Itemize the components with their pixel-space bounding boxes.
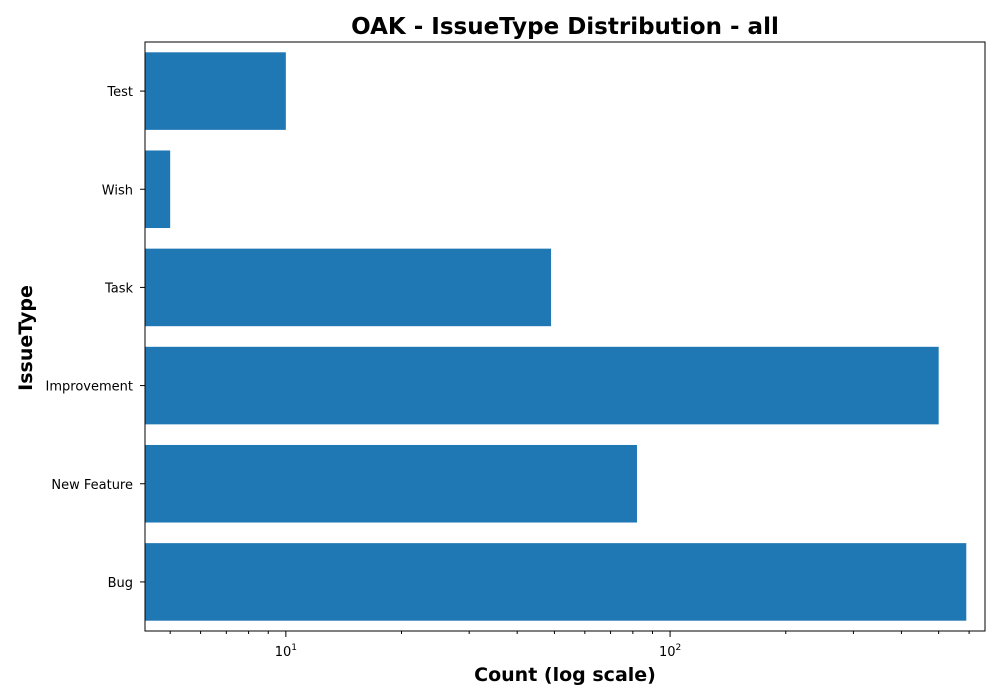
- x-tick-label: 101: [275, 643, 297, 660]
- y-axis-title: IssueType: [15, 285, 37, 391]
- bars-layer: [145, 52, 967, 621]
- y-tick-label-bug: Bug: [108, 576, 133, 591]
- x-axis-title: Count (log scale): [474, 664, 656, 686]
- y-tick-label-task: Task: [104, 281, 134, 296]
- x-axis-ticks: 101 102: [169, 631, 970, 660]
- y-tick-label-test: Test: [106, 85, 133, 100]
- bar-improvement: [145, 346, 939, 425]
- bar-new-feature: [145, 444, 637, 523]
- y-axis-ticks: Bug New Feature Improvement Task Wish Test: [46, 85, 145, 591]
- chart-title: OAK - IssueType Distribution - all: [351, 14, 779, 40]
- y-tick-label-wish: Wish: [102, 183, 133, 198]
- y-tick-label-new-feature: New Feature: [51, 478, 133, 493]
- x-tick-label: 102: [659, 643, 681, 660]
- bar-task: [145, 248, 552, 327]
- y-tick-label-improvement: Improvement: [46, 380, 133, 395]
- bar-wish: [145, 150, 171, 229]
- bar-test: [145, 52, 286, 130]
- plot-area-frame: [144, 41, 986, 632]
- bar-bug: [145, 543, 967, 621]
